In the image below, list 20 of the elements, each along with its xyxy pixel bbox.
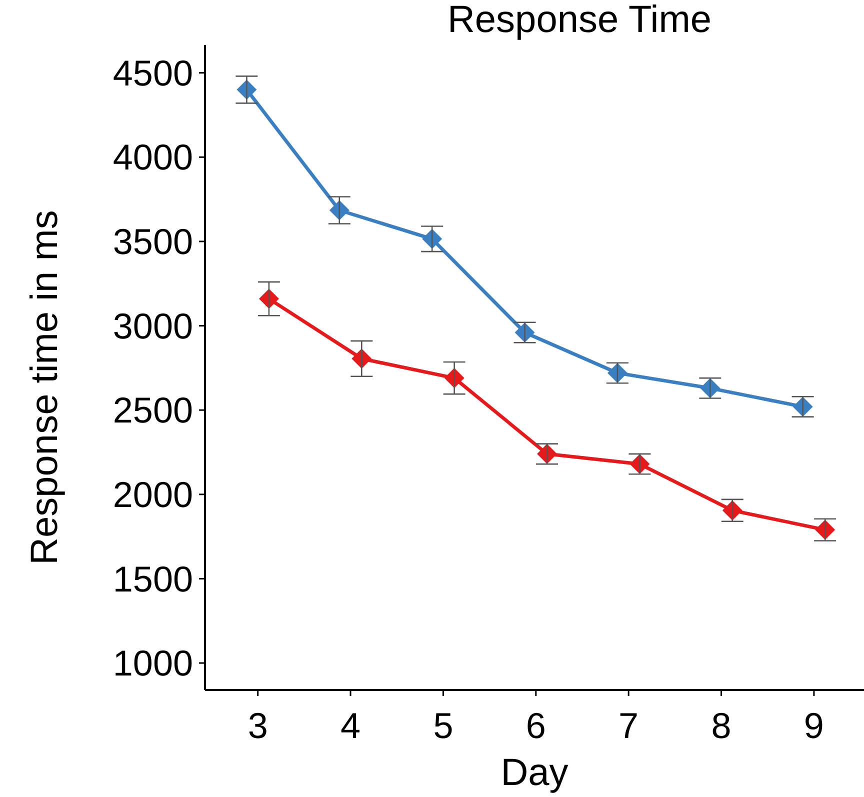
y-tick-label: 1000 [112, 642, 193, 684]
y-tick-label: 1500 [112, 558, 193, 600]
x-tick-label: 8 [711, 705, 732, 746]
y-tick-label: 2500 [112, 390, 193, 431]
x-tick-label: 4 [340, 705, 361, 746]
x-tick-label: 3 [248, 705, 268, 746]
point [258, 288, 279, 309]
y-tick-label: 4000 [112, 136, 193, 178]
y-tick-label: 4500 [112, 52, 193, 94]
y-tick-label: 3000 [112, 305, 193, 346]
y-tick-label: 2000 [112, 474, 193, 515]
x-tick-label: 7 [618, 705, 639, 746]
y-axis-title: Response time in ms [24, 210, 66, 565]
y-tick-label: 3500 [112, 221, 193, 262]
x-tick-label: 6 [526, 705, 546, 746]
x-tick-label: 5 [433, 705, 454, 746]
chart-title: Response Time [447, 0, 712, 41]
x-axis-title: Day [500, 752, 568, 794]
x-tick-label: 9 [804, 705, 824, 746]
point [422, 228, 442, 249]
